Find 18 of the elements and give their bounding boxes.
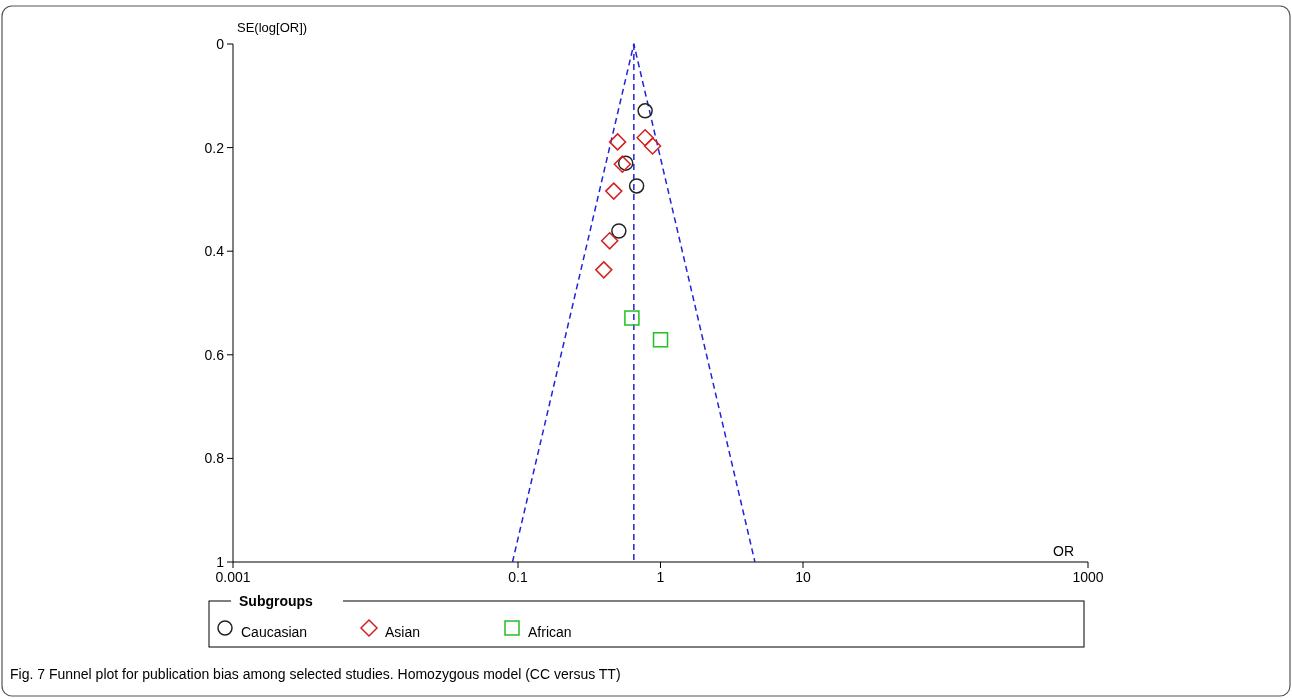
caption: Fig. 7 Funnel plot for publication bias among selected studies. Homozygous model (CC versus TT) (10, 666, 621, 682)
legend-title: Subgroups (239, 593, 314, 609)
y-tick-label: 0.6 (204, 346, 225, 363)
legend-label: African (528, 624, 572, 640)
y-tick-label: 1 (216, 553, 225, 570)
legend-label: Caucasian (241, 624, 308, 640)
x-tick-label: 10 (795, 569, 811, 585)
x-tick-label: 0.1 (508, 569, 528, 585)
y-tick-label: 0.4 (204, 243, 225, 260)
legend-label: Asian (385, 624, 421, 640)
y-tick-label: 0.2 (204, 139, 225, 156)
x-tick-label: 1000 (1072, 569, 1104, 585)
x-tick-label: 0.001 (215, 569, 251, 585)
x-axis-title: OR (1053, 543, 1074, 559)
y-tick-label: 0.8 (204, 450, 225, 467)
y-axis-title: SE(log[OR]) (237, 19, 308, 35)
y-tick-label: 0 (216, 35, 225, 52)
x-tick-label: 1 (656, 569, 665, 585)
